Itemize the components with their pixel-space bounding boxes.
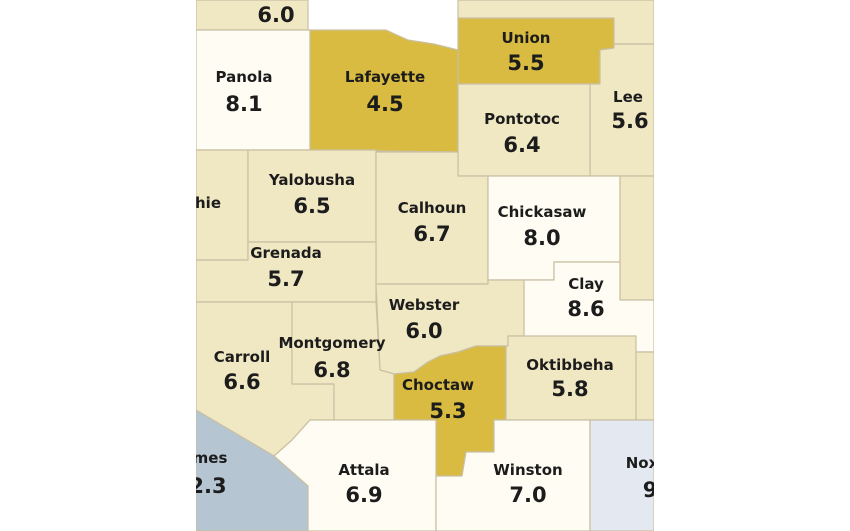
county-clay-name: Clay bbox=[568, 275, 604, 293]
county-calhoun-name: Calhoun bbox=[398, 199, 467, 217]
county-lafayette-shape bbox=[309, 29, 459, 153]
county-panola-shape bbox=[196, 29, 311, 151]
county-attala-value: 6.9 bbox=[345, 483, 382, 507]
county-lee: Lee 5.6 bbox=[589, 43, 654, 177]
county-chickasaw-value: 8.0 bbox=[523, 226, 560, 250]
county-lee-value: 5.6 bbox=[611, 109, 648, 133]
county-panola-name: Panola bbox=[216, 68, 273, 86]
county-pontotoc-shape bbox=[457, 83, 591, 177]
county-lee-name: Lee bbox=[613, 88, 643, 106]
county-attala-name: Attala bbox=[338, 461, 389, 479]
county-union: Union 5.5 bbox=[457, 17, 615, 85]
county-yalobusha: Yalobusha 6.5 bbox=[247, 149, 377, 243]
county-map-svg: 6.0 Panola 8.1 Lafayette 4.5 Union 5.5 L… bbox=[196, 0, 654, 531]
county-map: 6.0 Panola 8.1 Lafayette 4.5 Union 5.5 L… bbox=[196, 0, 654, 531]
county-tallahatchie-partial-name: hie bbox=[196, 194, 221, 212]
county-winston: Winston 7.0 bbox=[435, 419, 591, 531]
county-grenada: Grenada 5.7 bbox=[196, 241, 377, 303]
county-winston-value: 7.0 bbox=[509, 483, 546, 507]
county-choctaw-name: Choctaw bbox=[402, 376, 474, 394]
county-attala: Attala 6.9 bbox=[273, 419, 437, 531]
county-noxubee-partial-name: Nox bbox=[626, 454, 654, 472]
county-tallahatchie-partial: hie bbox=[196, 149, 249, 261]
county-noxubee-partial-shape bbox=[589, 419, 654, 531]
county-panola: Panola 8.1 bbox=[196, 29, 311, 151]
county-oktibbeha-name: Oktibbeha bbox=[526, 356, 614, 374]
county-oktibbeha: Oktibbeha 5.8 bbox=[505, 335, 637, 421]
county-montgomery-name: Montgomery bbox=[278, 334, 385, 352]
county-pontotoc-name: Pontotoc bbox=[484, 110, 560, 128]
county-filler-upper-right-shape bbox=[619, 175, 654, 301]
county-carroll-value: 6.6 bbox=[223, 370, 260, 394]
county-lee-shape bbox=[589, 43, 654, 177]
county-union-name: Union bbox=[502, 29, 551, 47]
county-grenada-name: Grenada bbox=[250, 244, 322, 262]
county-lafayette-value: 4.5 bbox=[366, 92, 403, 116]
county-clay: Clay 8.6 bbox=[523, 261, 654, 353]
county-noxubee-partial-value: 9 bbox=[643, 478, 654, 502]
county-montgomery-value: 6.8 bbox=[313, 358, 350, 382]
county-webster: Webster 6.0 bbox=[375, 279, 525, 375]
county-grenada-shape bbox=[196, 241, 377, 303]
county-panola-value: 8.1 bbox=[225, 92, 262, 116]
county-calhoun-value: 6.7 bbox=[413, 222, 450, 246]
county-montgomery: Montgomery 6.8 bbox=[278, 301, 395, 421]
county-pontotoc-value: 6.4 bbox=[503, 133, 540, 157]
county-lafayette-name: Lafayette bbox=[345, 68, 425, 86]
county-webster-value: 6.0 bbox=[405, 319, 442, 343]
county-oktibbeha-value: 5.8 bbox=[551, 377, 588, 401]
county-winston-shape bbox=[435, 419, 591, 531]
county-filler-right-shape bbox=[635, 351, 654, 421]
county-yalobusha-value: 6.5 bbox=[293, 194, 330, 218]
county-calhoun: Calhoun 6.7 bbox=[375, 151, 489, 285]
county-yalobusha-name: Yalobusha bbox=[268, 171, 355, 189]
county-filler-upper-right bbox=[619, 175, 654, 301]
county-chickasaw-name: Chickasaw bbox=[498, 203, 587, 221]
county-noxubee-partial: Nox 9 bbox=[589, 419, 654, 531]
county-tate-partial-value: 6.0 bbox=[257, 3, 294, 27]
county-clay-shape bbox=[523, 261, 654, 353]
county-clay-value: 8.6 bbox=[567, 297, 604, 321]
county-choctaw-value: 5.3 bbox=[429, 399, 466, 423]
county-tate-partial: 6.0 bbox=[196, 0, 309, 31]
county-winston-name: Winston bbox=[493, 461, 562, 479]
county-pontotoc: Pontotoc 6.4 bbox=[457, 83, 591, 177]
county-union-value: 5.5 bbox=[507, 51, 544, 75]
county-carroll-name: Carroll bbox=[214, 348, 271, 366]
county-holmes-partial-name: mes bbox=[196, 449, 227, 467]
county-webster-name: Webster bbox=[389, 296, 460, 314]
county-holmes-partial-value: 2.3 bbox=[196, 474, 227, 498]
county-filler-right bbox=[635, 351, 654, 421]
county-lafayette: Lafayette 4.5 bbox=[309, 29, 459, 153]
county-grenada-value: 5.7 bbox=[267, 267, 304, 291]
